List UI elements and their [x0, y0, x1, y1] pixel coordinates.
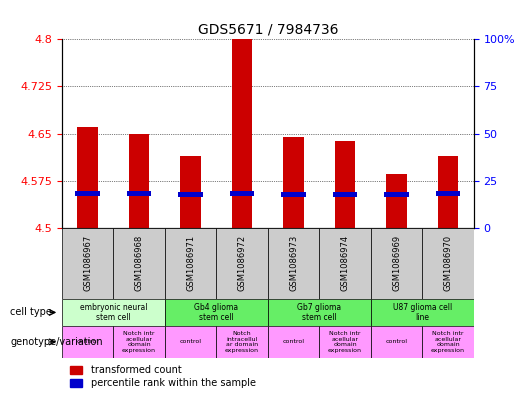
Text: GSM1086968: GSM1086968 — [134, 235, 144, 292]
FancyBboxPatch shape — [371, 326, 422, 358]
FancyBboxPatch shape — [62, 326, 113, 358]
FancyBboxPatch shape — [62, 299, 165, 326]
Text: GSM1086969: GSM1086969 — [392, 235, 401, 291]
Bar — [232, 39, 252, 228]
FancyBboxPatch shape — [113, 228, 165, 299]
Text: transformed count: transformed count — [91, 365, 181, 375]
Bar — [178, 193, 203, 197]
Text: control: control — [77, 340, 98, 344]
FancyBboxPatch shape — [113, 326, 165, 358]
FancyBboxPatch shape — [422, 228, 474, 299]
Text: control: control — [386, 340, 407, 344]
FancyBboxPatch shape — [62, 228, 113, 299]
Bar — [438, 156, 458, 228]
FancyBboxPatch shape — [371, 228, 422, 299]
Bar — [386, 174, 407, 228]
Bar — [281, 193, 306, 197]
Bar — [335, 141, 355, 228]
FancyBboxPatch shape — [268, 228, 319, 299]
Bar — [384, 193, 409, 197]
FancyBboxPatch shape — [371, 299, 474, 326]
Text: Notch intr
acellular
domain
expression: Notch intr acellular domain expression — [328, 331, 362, 353]
FancyBboxPatch shape — [268, 326, 319, 358]
Text: cell type: cell type — [10, 307, 52, 318]
Bar — [75, 191, 100, 196]
Bar — [129, 134, 149, 228]
Bar — [283, 137, 304, 228]
Text: GSM1086973: GSM1086973 — [289, 235, 298, 292]
Text: GSM1086972: GSM1086972 — [237, 235, 247, 291]
Text: GSM1086974: GSM1086974 — [340, 235, 350, 291]
FancyBboxPatch shape — [216, 326, 268, 358]
FancyBboxPatch shape — [165, 299, 268, 326]
Text: control: control — [283, 340, 304, 344]
Bar — [333, 193, 357, 197]
Text: GSM1086967: GSM1086967 — [83, 235, 92, 292]
FancyBboxPatch shape — [165, 228, 216, 299]
Bar — [180, 156, 201, 228]
FancyBboxPatch shape — [319, 326, 371, 358]
Text: percentile rank within the sample: percentile rank within the sample — [91, 378, 255, 388]
Text: Notch intr
acellular
domain
expression: Notch intr acellular domain expression — [122, 331, 156, 353]
FancyBboxPatch shape — [422, 326, 474, 358]
Bar — [77, 127, 98, 228]
Bar — [70, 379, 82, 387]
FancyBboxPatch shape — [268, 299, 371, 326]
FancyBboxPatch shape — [319, 228, 371, 299]
Text: GSM1086971: GSM1086971 — [186, 235, 195, 291]
FancyBboxPatch shape — [165, 326, 216, 358]
Bar — [70, 365, 82, 374]
Title: GDS5671 / 7984736: GDS5671 / 7984736 — [198, 23, 338, 37]
Text: Gb4 glioma
stem cell: Gb4 glioma stem cell — [194, 303, 238, 322]
FancyBboxPatch shape — [216, 228, 268, 299]
Text: U87 glioma cell
line: U87 glioma cell line — [392, 303, 452, 322]
Text: Notch intr
acellular
domain
expression: Notch intr acellular domain expression — [431, 331, 465, 353]
Text: embryonic neural
stem cell: embryonic neural stem cell — [79, 303, 147, 322]
Text: Notch
intracellul
ar domain
expression: Notch intracellul ar domain expression — [225, 331, 259, 353]
Text: Gb7 glioma
stem cell: Gb7 glioma stem cell — [297, 303, 341, 322]
Bar — [436, 191, 460, 196]
Bar — [127, 191, 151, 196]
Text: genotype/variation: genotype/variation — [10, 337, 103, 347]
Text: control: control — [180, 340, 201, 344]
Text: GSM1086970: GSM1086970 — [443, 235, 453, 291]
Bar — [230, 191, 254, 196]
